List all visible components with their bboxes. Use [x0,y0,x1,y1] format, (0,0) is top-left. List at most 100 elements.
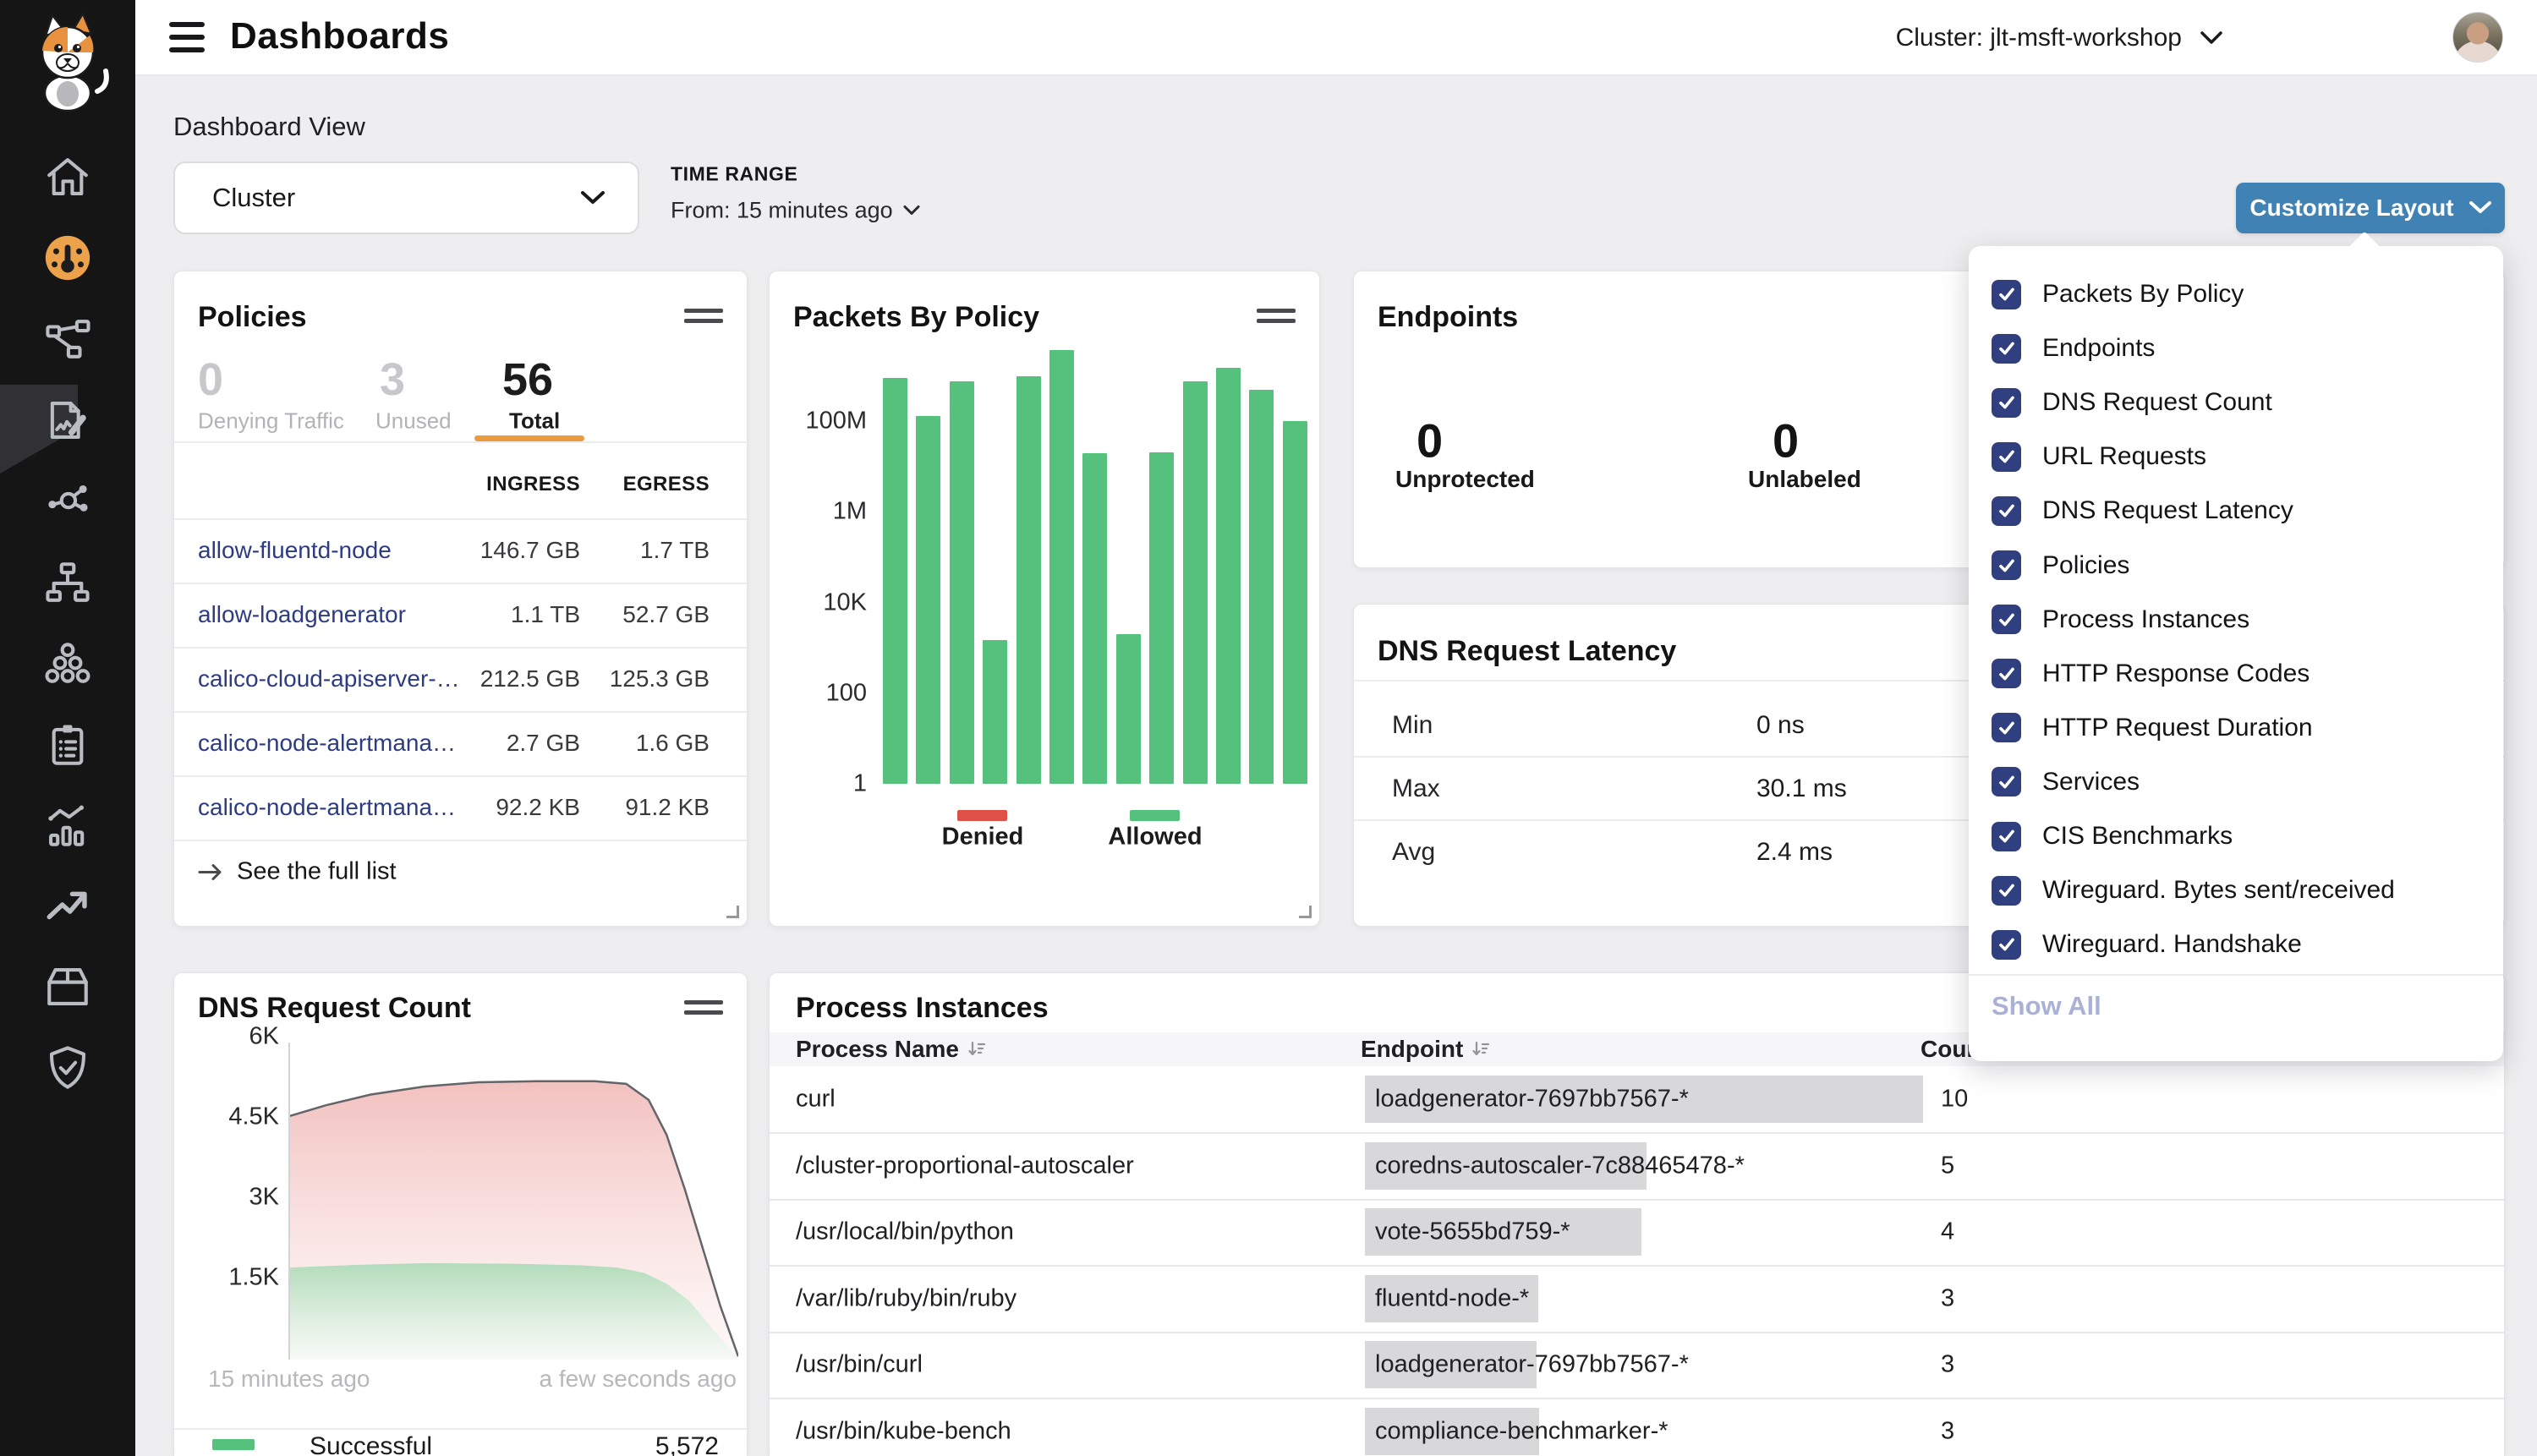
successful-label: Successful [310,1432,433,1456]
process-name-cell: /cluster-proportional-autoscaler [796,1152,1134,1179]
checkbox-checked-icon[interactable] [1992,929,2021,960]
hamburger-menu-icon[interactable] [169,22,205,52]
menu-item[interactable]: URL Requests [1969,430,2503,484]
chevron-down-icon [2200,31,2222,44]
policy-ingress-value: 92.2 KB [496,794,580,820]
drag-handle-icon[interactable] [684,309,723,323]
y-tick-label: 6K [249,1022,279,1050]
menu-item[interactable]: Process Instances [1969,593,2503,647]
menu-item[interactable]: Packets By Policy [1969,267,2503,321]
checkbox-checked-icon[interactable] [1992,605,2021,635]
packets-bar [1016,376,1041,784]
column-header-endpoint[interactable]: Endpoint [1361,1036,1490,1063]
menu-item[interactable]: DNS Request Latency [1969,484,2503,538]
packets-bar [1115,634,1141,784]
sidebar-item-flow-log-edit-icon[interactable] [41,394,94,446]
menu-item[interactable]: Wireguard. Handshake [1969,917,2503,972]
checkbox-checked-icon[interactable] [1992,821,2021,851]
policies-stat-value[interactable]: 3 [380,354,406,405]
time-range-value[interactable]: From: 15 minutes ago [671,198,920,224]
packets-bar [949,381,974,784]
page-title: Dashboards [230,15,450,57]
policy-link[interactable]: allow-loadgenerator [198,601,406,627]
count-cell: 4 [1941,1218,1955,1245]
packets-bar [1149,452,1175,784]
active-tab-underline [474,435,584,441]
cluster-selector[interactable]: Cluster: jlt-msft-workshop [1896,24,2222,52]
y-tick-label: 100 [825,679,867,707]
latency-row-label: Avg [1392,838,1436,866]
resize-handle-icon[interactable] [1299,906,1312,918]
policies-stat-label[interactable]: Denying Traffic [198,408,344,434]
sidebar-item-statistics-icon[interactable] [41,800,94,852]
policy-link[interactable]: calico-node-alertmana… [198,730,457,756]
dashboard-view-heading: Dashboard View [173,112,365,141]
show-all-link[interactable]: Show All [1992,991,2101,1021]
menu-item[interactable]: HTTP Request Duration [1969,701,2503,755]
card-title: DNS Request Count [198,992,471,1024]
sidebar-item-workload-cluster-icon[interactable] [41,638,94,690]
checkbox-checked-icon[interactable] [1992,550,2021,580]
checkbox-checked-icon[interactable] [1992,441,2021,472]
checkbox-checked-icon[interactable] [1992,875,2021,906]
endpoint-chip [1365,1341,1537,1388]
checkbox-checked-icon[interactable] [1992,767,2021,797]
checkbox-checked-icon[interactable] [1992,495,2021,526]
sidebar-item-dashboard-gauge-icon[interactable] [41,232,94,284]
checkbox-checked-icon[interactable] [1992,713,2021,743]
view-select-value: Cluster [212,183,296,212]
packets-bar [916,416,941,784]
sidebar-item-network-policies-icon[interactable] [41,313,94,365]
count-cell: 5 [1941,1152,1955,1179]
menu-item[interactable]: DNS Request Count [1969,375,2503,430]
endpoint-cell: loadgenerator-7697bb7567-* [1375,1085,1689,1113]
sort-icon [1472,1041,1490,1056]
sidebar-item-compliance-clipboard-icon[interactable] [41,719,94,771]
policy-link[interactable]: calico-node-alertmana… [198,794,457,820]
endpoint-cell: coredns-autoscaler-7c88465478-* [1375,1152,1745,1179]
area-chart [290,1080,738,1360]
y-tick-label: 1.5K [228,1263,279,1291]
avatar[interactable] [2452,12,2503,63]
menu-item[interactable]: Wireguard. Bytes sent/received [1969,863,2503,917]
legend-swatch-allowed [1130,810,1180,821]
sidebar-item-network-topology-icon[interactable] [41,556,94,609]
checkbox-checked-icon[interactable] [1992,333,2021,364]
policies-stat-label[interactable]: Unused [375,408,452,434]
column-header-process-name[interactable]: Process Name [796,1036,986,1063]
sidebar-item-trend-arrow-icon[interactable] [41,879,94,931]
checkbox-checked-icon[interactable] [1992,659,2021,689]
latency-row-label: Min [1392,711,1433,739]
column-header-ingress: INGRESS [486,473,580,495]
sidebar-item-threat-graph-icon[interactable] [41,475,94,528]
y-tick-label: 10K [823,588,867,616]
view-select[interactable]: Cluster [173,161,639,234]
policy-link[interactable]: calico-cloud-apiserver-… [198,665,460,692]
menu-item[interactable]: Services [1969,755,2503,809]
menu-item-label: Wireguard. Handshake [2042,930,2302,959]
sidebar-item-package-icon[interactable] [41,961,94,1013]
menu-item[interactable]: Endpoints [1969,321,2503,375]
checkbox-checked-icon[interactable] [1992,387,2021,418]
resize-handle-icon[interactable] [726,906,739,918]
count-cell: 10 [1941,1085,1969,1113]
policies-stat-value[interactable]: 0 [198,354,224,405]
menu-item[interactable]: CIS Benchmarks [1969,809,2503,863]
dns-request-count-card: DNS Request Count 6K 4.5K 3K 1.5K 15 minute… [173,972,748,1456]
sidebar-item-security-shield-icon[interactable] [41,1042,94,1094]
drag-handle-icon[interactable] [1257,309,1296,323]
customize-layout-button[interactable]: Customize Layout [2236,183,2505,233]
packets-bar [1182,381,1208,784]
unlabeled-count: 0 [1773,413,1800,468]
policies-stat-label[interactable]: Total [509,408,561,434]
sidebar-item-home-icon[interactable] [41,151,94,203]
menu-item[interactable]: Policies [1969,539,2503,593]
policy-link[interactable]: allow-fluentd-node [198,537,392,563]
drag-handle-icon[interactable] [684,1000,723,1015]
menu-item[interactable]: HTTP Response Codes [1969,647,2503,701]
checkbox-checked-icon[interactable] [1992,279,2021,309]
policies-stat-value[interactable]: 56 [502,354,554,405]
see-full-list-link[interactable]: See the full list [198,858,397,886]
calico-cat-logo[interactable] [15,8,120,112]
